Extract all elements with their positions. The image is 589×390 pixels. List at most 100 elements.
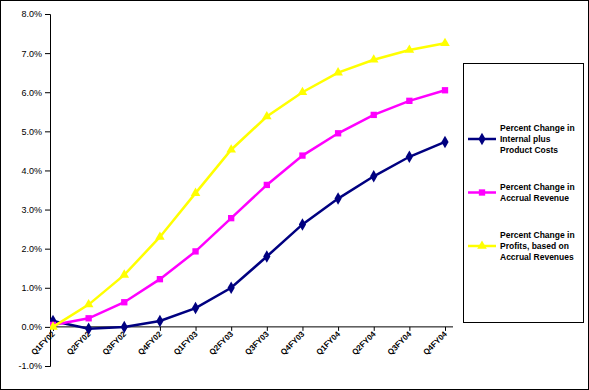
x-tick-mark [445,327,446,331]
series-marker [299,218,306,230]
series-marker [50,321,58,329]
plot-area [50,38,450,335]
series-marker [121,299,127,305]
series-marker [333,67,343,75]
y-tick: 4.0% [21,166,50,176]
y-axis: -1.0% 0.0% 1.0% 2.0% 3.0% 4.0% 5.0% 6.0% 7.0% 8.0… [18,9,50,371]
series-marker [442,87,448,93]
x-tick-mark [302,327,303,331]
legend-marker [477,240,487,248]
series-marker [156,315,163,327]
x-tick: Q1FY04 [315,327,343,357]
y-tick: 7.0% [21,48,50,58]
x-tick-label: Q2FY04 [350,329,378,357]
y-tick-label: 2.0% [21,244,42,254]
legend-marker [479,189,485,195]
y-tick: 6.0% [21,88,50,98]
x-tick: Q1FY03 [172,327,200,357]
x-tick-mark [267,327,268,331]
series-marker [406,151,413,163]
series-line [53,90,445,325]
series-marker [263,250,270,262]
legend-marker [478,133,485,145]
y-tick-label: 8.0% [21,9,42,19]
series-marker [298,87,308,95]
series-marker [226,144,236,152]
series-marker [121,321,128,333]
x-tick-mark [196,327,197,331]
y-tick-label: 4.0% [21,166,42,176]
y-tick: 5.0% [21,127,50,137]
y-tick-label: 3.0% [21,205,42,215]
x-tick-label: Q1FY04 [315,329,343,357]
y-tick-label: 1.0% [21,283,42,293]
series-marker [441,136,448,148]
x-axis: Q1FY02Q2FY02Q3FY02Q4FY02Q1FY03Q2FY03Q3FY… [29,327,453,357]
x-tick-label: Q3FY04 [386,329,414,357]
y-tick-label: 7.0% [21,48,42,58]
series-marker [264,182,270,188]
y-tick: -1.0% [18,361,50,371]
series-marker [191,188,201,196]
series-marker [334,192,341,204]
y-tick-mark [45,92,50,93]
x-tick-label: Q1FY02 [29,329,57,357]
x-tick-mark [160,327,161,331]
y-tick-label: -1.0% [18,361,42,371]
x-tick: Q4FY03 [279,327,307,357]
x-tick: Q4FY04 [421,327,449,357]
y-tick-label: 0.0% [21,322,42,332]
legend-label: Percent Change inProfits, based onAccrua… [500,230,575,262]
x-tick-label: Q1FY03 [172,329,200,357]
y-tick-mark [45,249,50,250]
series-marker [157,276,163,282]
x-tick-label: Q4FY04 [421,329,449,357]
x-tick-label: Q4FY02 [136,329,164,357]
x-tick-mark [338,327,339,331]
series-marker [84,299,94,307]
x-tick-mark [409,327,410,331]
series-marker [406,98,412,104]
chart: -1.0% 0.0% 1.0% 2.0% 3.0% 4.0% 5.0% 6.0% 7.0% 8.0… [0,0,589,390]
series-marker [262,111,272,119]
y-tick-mark [45,210,50,211]
y-tick-mark [45,366,50,367]
y-tick: 3.0% [21,205,50,215]
series-marker [85,315,91,321]
series-marker [299,152,305,158]
x-tick: Q1FY02 [29,327,57,357]
y-tick: 2.0% [21,244,50,254]
legend: Percent Change inInternal plusProduct Co… [464,64,584,323]
series-marker [371,112,377,118]
series-marker [369,54,379,62]
series-marker [119,269,129,277]
series-line [53,43,445,327]
x-tick: Q2FY04 [350,327,378,357]
series-marker [192,302,199,314]
legend-label: Percent Change inInternal plusProduct Co… [500,123,575,155]
series-marker [440,38,450,46]
legend-label: Percent Change inAccrual Revenue [500,182,575,203]
chart-frame [1,1,589,390]
y-tick: 1.0% [21,283,50,293]
y-tick: 8.0% [21,9,50,19]
x-tick: Q2FY03 [208,327,236,357]
series-marker [155,231,165,239]
x-tick-label: Q2FY03 [208,329,236,357]
series-marker [192,248,198,254]
y-tick-label: 6.0% [21,88,42,98]
series-marker [228,282,235,294]
x-tick-label: Q4FY03 [279,329,307,357]
series-marker [335,130,341,136]
x-tick-mark [231,327,232,331]
series-marker [85,323,92,335]
series-marker [405,44,415,52]
x-tick-label: Q3FY03 [243,329,271,357]
x-tick: Q4FY02 [136,327,164,357]
y-tick-mark [45,14,50,15]
x-tick-label: Q3FY02 [101,329,129,357]
y-tick-mark [45,170,50,171]
y-tick-mark [45,131,50,132]
x-tick: Q3FY03 [243,327,271,357]
x-tick-mark [374,327,375,331]
